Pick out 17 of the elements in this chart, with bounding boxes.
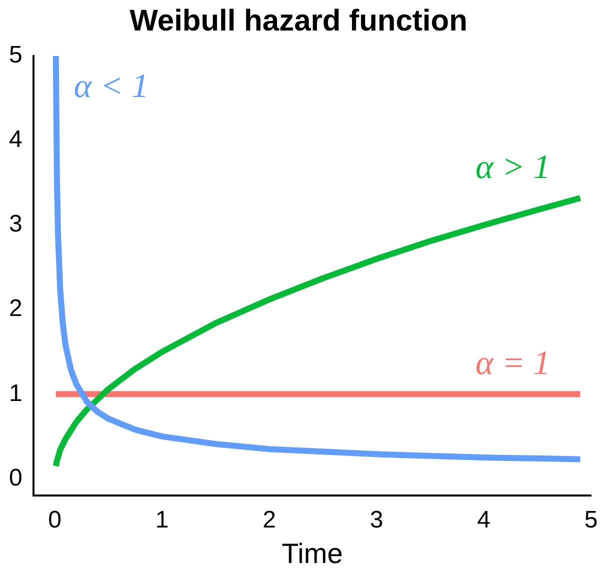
series-label: α > 1 — [475, 148, 550, 186]
x-tick-label: 0 — [48, 506, 62, 534]
y-tick-label: 1 — [8, 380, 22, 407]
x-tick-label: 5 — [584, 506, 598, 534]
x-tick-label: 4 — [477, 506, 490, 534]
y-tick-label: 5 — [8, 42, 22, 69]
y-tick-label: 2 — [8, 295, 22, 322]
x-tick-label: 2 — [262, 506, 276, 534]
x-axis-title: Time — [282, 538, 343, 569]
chart-title: Weibull hazard function — [130, 4, 468, 38]
x-tick-label: 3 — [370, 506, 384, 534]
y-tick-label: 3 — [8, 210, 22, 238]
series-label: α < 1 — [74, 68, 149, 105]
x-tick-label: 1 — [155, 506, 169, 534]
y-tick-label: 0 — [8, 464, 22, 492]
series-label: α = 1 — [475, 345, 550, 382]
y-tick-label: 4 — [8, 126, 22, 154]
